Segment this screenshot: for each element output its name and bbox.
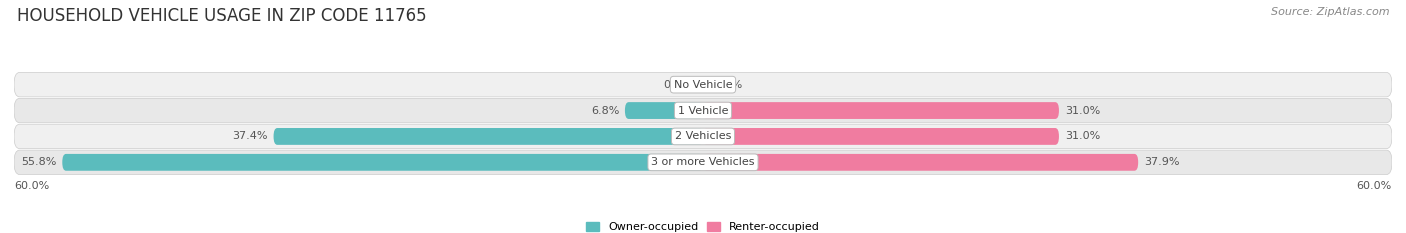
Text: 60.0%: 60.0% (14, 181, 49, 191)
FancyBboxPatch shape (14, 72, 1392, 97)
Text: 55.8%: 55.8% (21, 157, 56, 167)
Text: 37.9%: 37.9% (1144, 157, 1180, 167)
Text: 3 or more Vehicles: 3 or more Vehicles (651, 157, 755, 167)
FancyBboxPatch shape (14, 98, 1392, 123)
Text: 60.0%: 60.0% (1357, 181, 1392, 191)
Text: 37.4%: 37.4% (232, 131, 267, 141)
Text: HOUSEHOLD VEHICLE USAGE IN ZIP CODE 11765: HOUSEHOLD VEHICLE USAGE IN ZIP CODE 1176… (17, 7, 426, 25)
Text: 31.0%: 31.0% (1064, 106, 1099, 116)
FancyBboxPatch shape (703, 128, 1059, 145)
Text: 0.0%: 0.0% (714, 80, 742, 90)
Text: No Vehicle: No Vehicle (673, 80, 733, 90)
Text: 2 Vehicles: 2 Vehicles (675, 131, 731, 141)
FancyBboxPatch shape (703, 154, 1139, 171)
FancyBboxPatch shape (274, 128, 703, 145)
FancyBboxPatch shape (14, 124, 1392, 149)
FancyBboxPatch shape (703, 102, 1059, 119)
FancyBboxPatch shape (624, 102, 703, 119)
FancyBboxPatch shape (62, 154, 703, 171)
Legend: Owner-occupied, Renter-occupied: Owner-occupied, Renter-occupied (581, 217, 825, 233)
Text: 31.0%: 31.0% (1064, 131, 1099, 141)
Text: Source: ZipAtlas.com: Source: ZipAtlas.com (1271, 7, 1389, 17)
FancyBboxPatch shape (14, 150, 1392, 175)
Text: 1 Vehicle: 1 Vehicle (678, 106, 728, 116)
Text: 6.8%: 6.8% (591, 106, 619, 116)
Text: 0.0%: 0.0% (664, 80, 692, 90)
